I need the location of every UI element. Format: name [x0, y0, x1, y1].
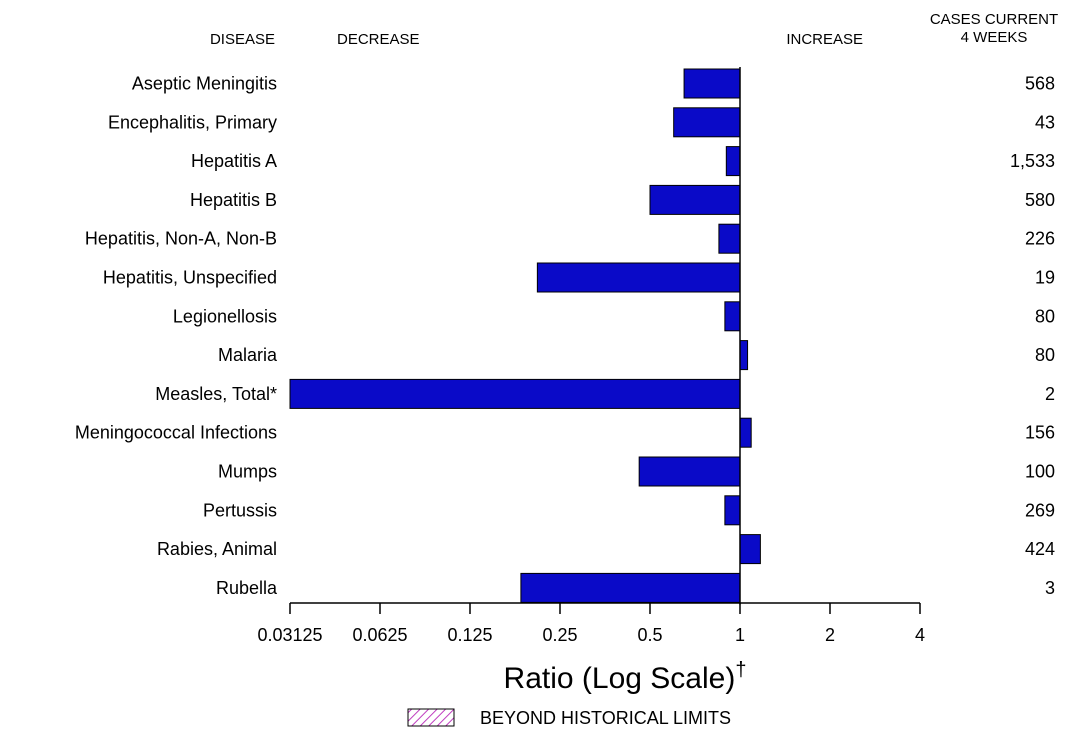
bar	[520, 572, 741, 603]
case-count: 1,533	[1010, 151, 1055, 171]
bar	[724, 495, 741, 526]
bar	[289, 378, 741, 409]
category-label: Legionellosis	[173, 306, 277, 326]
category-label: Mumps	[218, 462, 277, 482]
category-label: Malaria	[218, 345, 278, 365]
x-axis-title-mark: †	[735, 659, 746, 681]
bar	[649, 184, 741, 215]
x-tick-label: 0.5	[637, 625, 662, 645]
bar	[718, 223, 741, 254]
case-count: 3	[1045, 578, 1055, 598]
case-count: 43	[1035, 112, 1055, 132]
bar	[683, 68, 741, 99]
case-count: 80	[1035, 345, 1055, 365]
x-axis-title: Ratio (Log Scale)†	[504, 659, 747, 695]
category-label: Hepatitis, Non-A, Non-B	[85, 229, 277, 249]
x-tick-label: 1	[735, 625, 745, 645]
case-count: 269	[1025, 500, 1055, 520]
legend-swatch	[407, 708, 455, 727]
category-label: Hepatitis B	[190, 190, 277, 210]
bar	[536, 262, 741, 293]
category-labels: Aseptic Meningitis Encephalitis, Primary H…	[75, 74, 278, 598]
bar	[725, 146, 741, 177]
bar	[638, 456, 741, 487]
legend-label: BEYOND HISTORICAL LIMITS	[480, 708, 731, 728]
category-label: Aseptic Meningitis	[132, 74, 277, 94]
header-cases-line1: CASES CURRENT	[930, 11, 1058, 28]
legend: BEYOND HISTORICAL LIMITS	[407, 708, 731, 728]
case-count: 156	[1025, 423, 1055, 443]
category-label: Rubella	[216, 578, 278, 598]
case-count: 2	[1045, 384, 1055, 404]
x-tick-label: 0.25	[542, 625, 577, 645]
x-axis-title-text: Ratio (Log Scale)	[504, 662, 736, 695]
bars-layer	[289, 67, 761, 605]
category-label: Hepatitis, Unspecified	[103, 268, 277, 288]
bar	[673, 107, 741, 138]
x-tick-label: 0.0625	[352, 625, 407, 645]
case-count: 80	[1035, 306, 1055, 326]
category-label: Measles, Total*	[155, 384, 277, 404]
case-count: 226	[1025, 229, 1055, 249]
header-disease: DISEASE	[210, 31, 275, 48]
category-label: Encephalitis, Primary	[108, 112, 277, 132]
bar	[739, 417, 752, 448]
bar	[739, 534, 761, 565]
case-counts: 568 43 1,533 580 226 19 80 80 2 156 100 269 424 3	[1010, 74, 1055, 598]
x-axis: 0.03125 0.0625 0.125 0.25 0.5 1 2 4	[257, 602, 925, 645]
case-count: 580	[1025, 190, 1055, 210]
header-decrease: DECREASE	[337, 31, 420, 48]
category-label: Hepatitis A	[191, 151, 277, 171]
x-tick-label: 2	[825, 625, 835, 645]
x-tick-label: 4	[915, 625, 925, 645]
case-count: 100	[1025, 462, 1055, 482]
header-cases-line2: 4 WEEKS	[961, 29, 1028, 46]
case-count: 568	[1025, 74, 1055, 94]
bar	[724, 301, 741, 332]
case-count: 424	[1025, 539, 1055, 559]
category-label: Meningococcal Infections	[75, 423, 277, 443]
header-increase: INCREASE	[786, 31, 863, 48]
x-tick-label: 0.03125	[257, 625, 322, 645]
x-tick-label: 0.125	[447, 625, 492, 645]
category-label: Rabies, Animal	[157, 539, 277, 559]
bar	[739, 340, 749, 371]
case-count: 19	[1035, 268, 1055, 288]
category-label: Pertussis	[203, 500, 277, 520]
